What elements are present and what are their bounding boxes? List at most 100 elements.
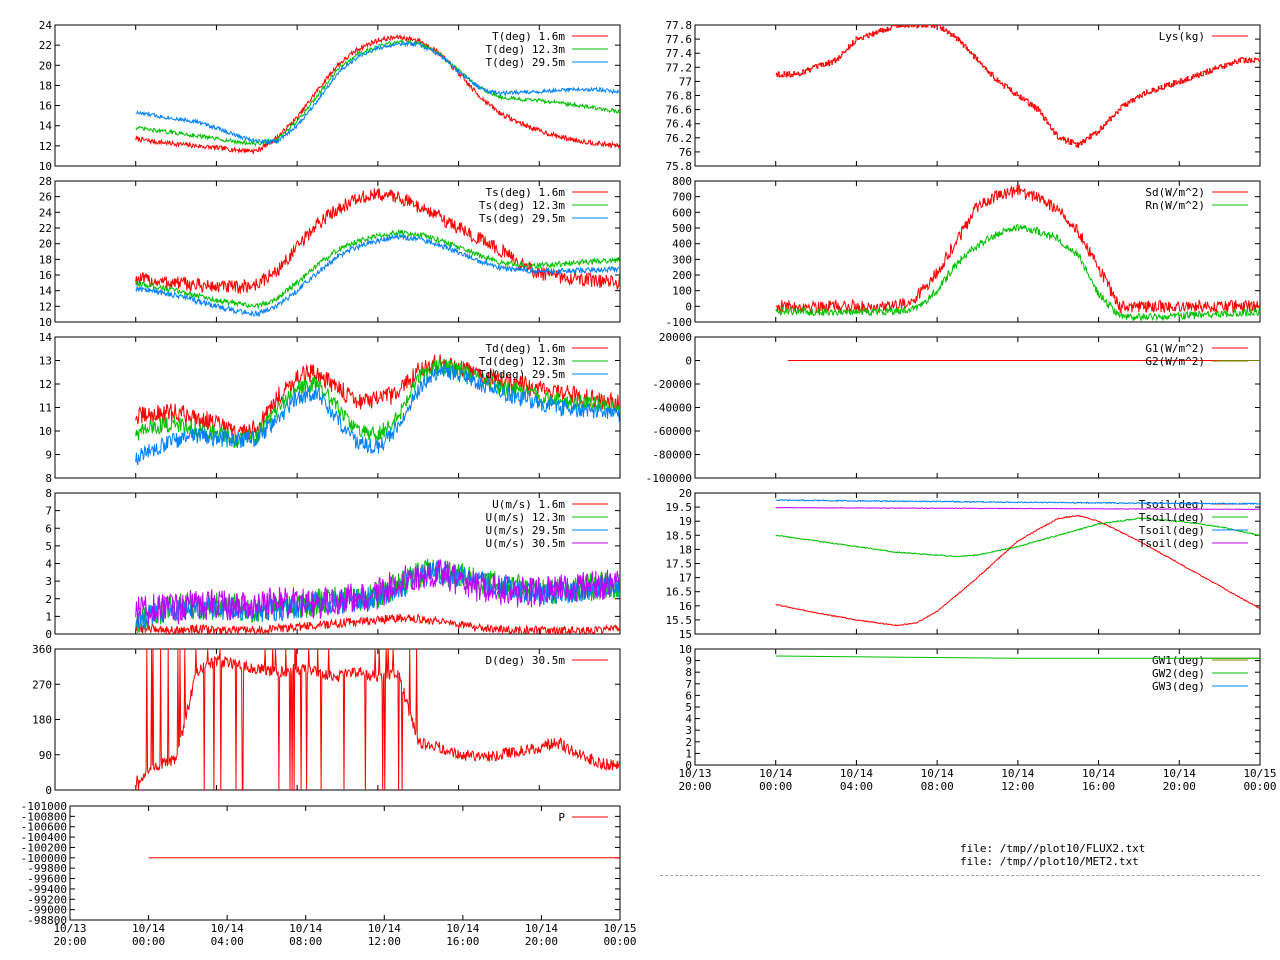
- x-tick-label-date: 10/15: [603, 922, 636, 935]
- legend-label: Ts(deg) 29.5m: [479, 212, 565, 225]
- x-tick-label-time: 04:00: [840, 780, 873, 793]
- series-line: [775, 514, 1260, 627]
- y-tick-label: 8: [45, 472, 52, 485]
- x-tick-label-date: 10/14: [921, 767, 954, 780]
- y-tick-label: 600: [672, 206, 692, 219]
- x-tick-label-date: 10/13: [678, 767, 711, 780]
- legend-label: Tsoil(deg): [1139, 511, 1205, 524]
- legend-label: Tsoil(deg): [1139, 524, 1205, 537]
- plot-frame: [54, 24, 621, 167]
- y-tick-label: 2: [685, 736, 692, 749]
- y-tick-label: 15: [679, 628, 692, 641]
- y-tick-label: 14: [39, 331, 53, 344]
- y-tick-label: 77.4: [666, 47, 693, 60]
- y-tick-label: 12: [39, 300, 52, 313]
- plot-frame: [694, 24, 1261, 167]
- y-tick-label: 2: [45, 593, 52, 606]
- y-tick-label: 26: [39, 191, 52, 204]
- y-tick-label: 300: [672, 253, 692, 266]
- y-tick-label: 10: [39, 160, 52, 173]
- x-tick-label-date: 10/15: [1243, 767, 1276, 780]
- chart-wind: 0 1 2 3 4 5 6 7 8 U(m/s) 1.6mU(m/s) 12.3mU(m/s) 2…: [45, 487, 621, 641]
- y-tick-label: 77.6: [666, 33, 693, 46]
- legend-label: Td(deg) 29.5m: [479, 368, 565, 381]
- x-tick-label-date: 10/14: [368, 922, 401, 935]
- legend-label: T(deg) 29.5m: [486, 56, 566, 69]
- y-tick-label: 11: [39, 402, 52, 415]
- y-tick-label: 76.8: [666, 90, 693, 103]
- legend-label: T(deg) 12.3m: [486, 43, 566, 56]
- x-tick-label-time: 20:00: [1163, 780, 1196, 793]
- y-tick-label: 20: [39, 238, 52, 251]
- y-tick-label: 18: [679, 543, 692, 556]
- y-tick-label: 8: [45, 487, 52, 500]
- y-tick-label: 7: [685, 678, 692, 691]
- series-line: [775, 506, 1260, 511]
- y-tick-label: 90: [39, 749, 52, 762]
- chart-dir: 0 90 180 270 360 D(deg) 30.5m: [32, 643, 621, 797]
- series-line: [135, 649, 620, 790]
- x-tick-label-time: 20:00: [678, 780, 711, 793]
- file-line-flux: file: /tmp//plot10/FLUX2.txt: [960, 842, 1146, 855]
- y-tick-label: 0: [45, 784, 52, 797]
- legend-label: Sd(W/m^2): [1145, 186, 1205, 199]
- y-tick-label: 20000: [659, 331, 692, 344]
- x-tick-label-date: 10/14: [1001, 767, 1034, 780]
- y-tick-label: 19.5: [666, 501, 693, 514]
- y-tick-label: 16: [39, 100, 52, 113]
- y-tick-label: 76.6: [666, 104, 693, 117]
- y-tick-label: 15.5: [666, 614, 693, 627]
- y-tick-label: 76.4: [666, 118, 693, 131]
- x-tick-label-time: 00:00: [1243, 780, 1276, 793]
- y-tick-label: 17.5: [666, 558, 693, 571]
- y-tick-label: -100000: [646, 472, 692, 485]
- y-tick-label: 5: [45, 540, 52, 553]
- x-tick-label-date: 10/14: [525, 922, 558, 935]
- series-line: [135, 612, 620, 634]
- legend-label: Rn(W/m^2): [1145, 199, 1205, 212]
- y-tick-label: 5: [685, 701, 692, 714]
- series-line: [775, 25, 1260, 148]
- y-tick-label: 10: [39, 316, 52, 329]
- series-line: [775, 517, 1260, 558]
- y-tick-label: 400: [672, 238, 692, 251]
- legend-label: T(deg) 1.6m: [492, 30, 565, 43]
- x-tick-label-time: 20:00: [525, 935, 558, 948]
- plot-frame: [69, 805, 621, 921]
- series-line: [775, 183, 1260, 314]
- y-tick-label: 18.5: [666, 529, 693, 542]
- legend-label: GW3(deg): [1152, 680, 1205, 693]
- y-tick-label: 3: [45, 575, 52, 588]
- y-tick-label: 0: [685, 355, 692, 368]
- y-tick-label: 8: [685, 666, 692, 679]
- plot-frame: [54, 180, 621, 323]
- y-tick-label: 77: [679, 75, 692, 88]
- y-tick-label: -100400: [21, 831, 67, 844]
- y-tick-label: 3: [685, 724, 692, 737]
- legend-label: Td(deg) 12.3m: [479, 355, 565, 368]
- y-tick-label: 76: [679, 146, 692, 159]
- y-tick-label: 4: [685, 713, 692, 726]
- file-line-met: file: /tmp//plot10/MET2.txt: [960, 855, 1139, 868]
- y-tick-label: 200: [672, 269, 692, 282]
- legend-label: G2(W/m^2): [1145, 355, 1205, 368]
- y-tick-label: 16.5: [666, 586, 693, 599]
- y-tick-label: 100: [672, 285, 692, 298]
- y-tick-label: 7: [45, 505, 52, 518]
- y-tick-label: 14: [39, 285, 53, 298]
- x-tick-label-date: 10/14: [446, 922, 479, 935]
- y-tick-label: 10: [679, 643, 692, 656]
- series-line: [135, 363, 620, 466]
- y-tick-label: 22: [39, 222, 52, 235]
- legend-label: GW1(deg): [1152, 654, 1205, 667]
- y-tick-label: 18: [39, 79, 52, 92]
- x-tick-label-time: 12:00: [1001, 780, 1034, 793]
- series-line: [135, 188, 620, 294]
- legend-label: Td(deg) 1.6m: [486, 342, 566, 355]
- legend-label: Lys(kg): [1159, 30, 1205, 43]
- y-tick-label: 1: [45, 610, 52, 623]
- y-tick-label: 20: [39, 59, 52, 72]
- y-tick-label: 77.2: [666, 61, 693, 74]
